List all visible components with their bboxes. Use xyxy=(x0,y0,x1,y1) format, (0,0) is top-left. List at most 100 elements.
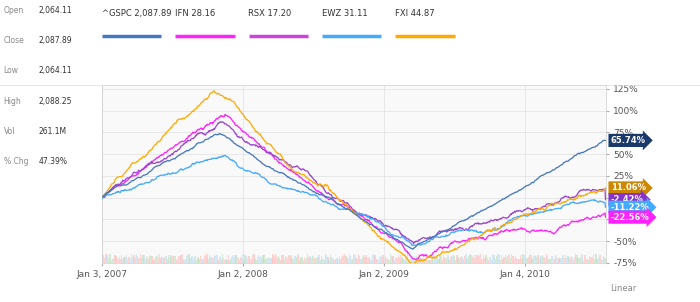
Bar xyxy=(593,254,594,263)
Bar xyxy=(197,257,199,263)
Bar xyxy=(471,255,472,263)
Bar xyxy=(526,258,527,263)
Bar xyxy=(405,255,406,263)
Bar xyxy=(393,260,395,263)
Bar xyxy=(596,259,598,263)
Bar xyxy=(113,258,115,263)
Bar xyxy=(132,258,134,263)
Bar xyxy=(489,257,490,263)
Bar xyxy=(522,255,524,263)
Bar xyxy=(176,260,177,263)
Bar xyxy=(539,258,540,263)
Bar xyxy=(584,255,585,263)
Bar xyxy=(443,255,444,263)
Bar xyxy=(524,255,525,263)
Bar xyxy=(267,257,268,263)
Text: 65.74%: 65.74% xyxy=(610,136,645,145)
Bar xyxy=(160,258,162,263)
Bar xyxy=(326,255,328,263)
Bar xyxy=(565,255,566,263)
Bar xyxy=(221,259,222,263)
Bar xyxy=(272,254,274,263)
Bar xyxy=(120,259,121,263)
Text: ^GSPC 2,087.89: ^GSPC 2,087.89 xyxy=(102,9,171,18)
Bar xyxy=(600,255,601,263)
Bar xyxy=(444,257,445,263)
Bar xyxy=(211,257,212,263)
Bar xyxy=(578,258,579,263)
Bar xyxy=(157,255,158,263)
Bar xyxy=(404,260,405,263)
Bar xyxy=(454,256,455,263)
Bar xyxy=(302,260,304,263)
Bar xyxy=(153,259,155,263)
Text: IFN 28.16: IFN 28.16 xyxy=(175,9,216,18)
Bar xyxy=(130,259,132,263)
Bar xyxy=(313,255,314,263)
Bar xyxy=(285,256,286,263)
Bar xyxy=(179,256,181,263)
Bar xyxy=(164,258,165,263)
Bar xyxy=(134,258,136,263)
Text: % Chg: % Chg xyxy=(4,157,28,166)
Bar xyxy=(376,259,377,263)
Bar xyxy=(350,256,351,263)
Bar xyxy=(314,258,315,263)
Bar xyxy=(336,258,337,263)
Bar xyxy=(352,259,354,263)
Bar xyxy=(380,256,382,263)
Bar xyxy=(209,257,211,263)
Bar xyxy=(351,259,352,263)
Bar xyxy=(335,259,337,263)
Bar xyxy=(401,257,402,263)
Bar xyxy=(546,254,547,263)
Text: Vol: Vol xyxy=(4,127,15,136)
Bar xyxy=(305,259,306,263)
Bar xyxy=(311,258,312,263)
Bar xyxy=(552,256,553,263)
Bar xyxy=(287,258,288,263)
Bar xyxy=(286,257,287,263)
Bar xyxy=(297,254,298,263)
Bar xyxy=(119,257,120,263)
Bar xyxy=(253,254,255,263)
Bar xyxy=(395,258,397,263)
Bar xyxy=(511,254,512,263)
Bar xyxy=(123,257,125,263)
Bar xyxy=(256,260,257,263)
Bar xyxy=(464,256,466,263)
Bar xyxy=(412,257,414,263)
Bar xyxy=(491,260,492,263)
Bar xyxy=(365,255,367,263)
Bar xyxy=(417,259,419,263)
Bar xyxy=(202,259,203,263)
Bar xyxy=(377,259,378,263)
Bar xyxy=(228,255,229,263)
Bar xyxy=(460,257,461,263)
Bar xyxy=(461,256,462,263)
Bar xyxy=(531,259,533,263)
Bar xyxy=(205,256,206,263)
Bar xyxy=(416,256,417,263)
Bar xyxy=(371,260,372,263)
Bar xyxy=(406,258,407,263)
Bar xyxy=(587,260,589,263)
Bar xyxy=(473,255,475,263)
Bar xyxy=(239,259,240,263)
Bar xyxy=(591,257,592,263)
Bar xyxy=(238,258,239,263)
Bar xyxy=(184,260,185,263)
Text: -11.22%: -11.22% xyxy=(610,203,650,212)
Bar xyxy=(151,256,153,263)
Bar xyxy=(330,255,331,263)
Bar xyxy=(101,256,102,263)
Text: FXI 44.87: FXI 44.87 xyxy=(395,9,435,18)
Bar xyxy=(496,256,497,263)
Bar xyxy=(446,259,447,263)
Bar xyxy=(384,257,386,263)
Bar xyxy=(494,255,495,263)
Bar xyxy=(153,259,154,263)
Bar xyxy=(172,256,173,263)
Bar xyxy=(185,259,186,263)
Bar xyxy=(337,259,339,263)
